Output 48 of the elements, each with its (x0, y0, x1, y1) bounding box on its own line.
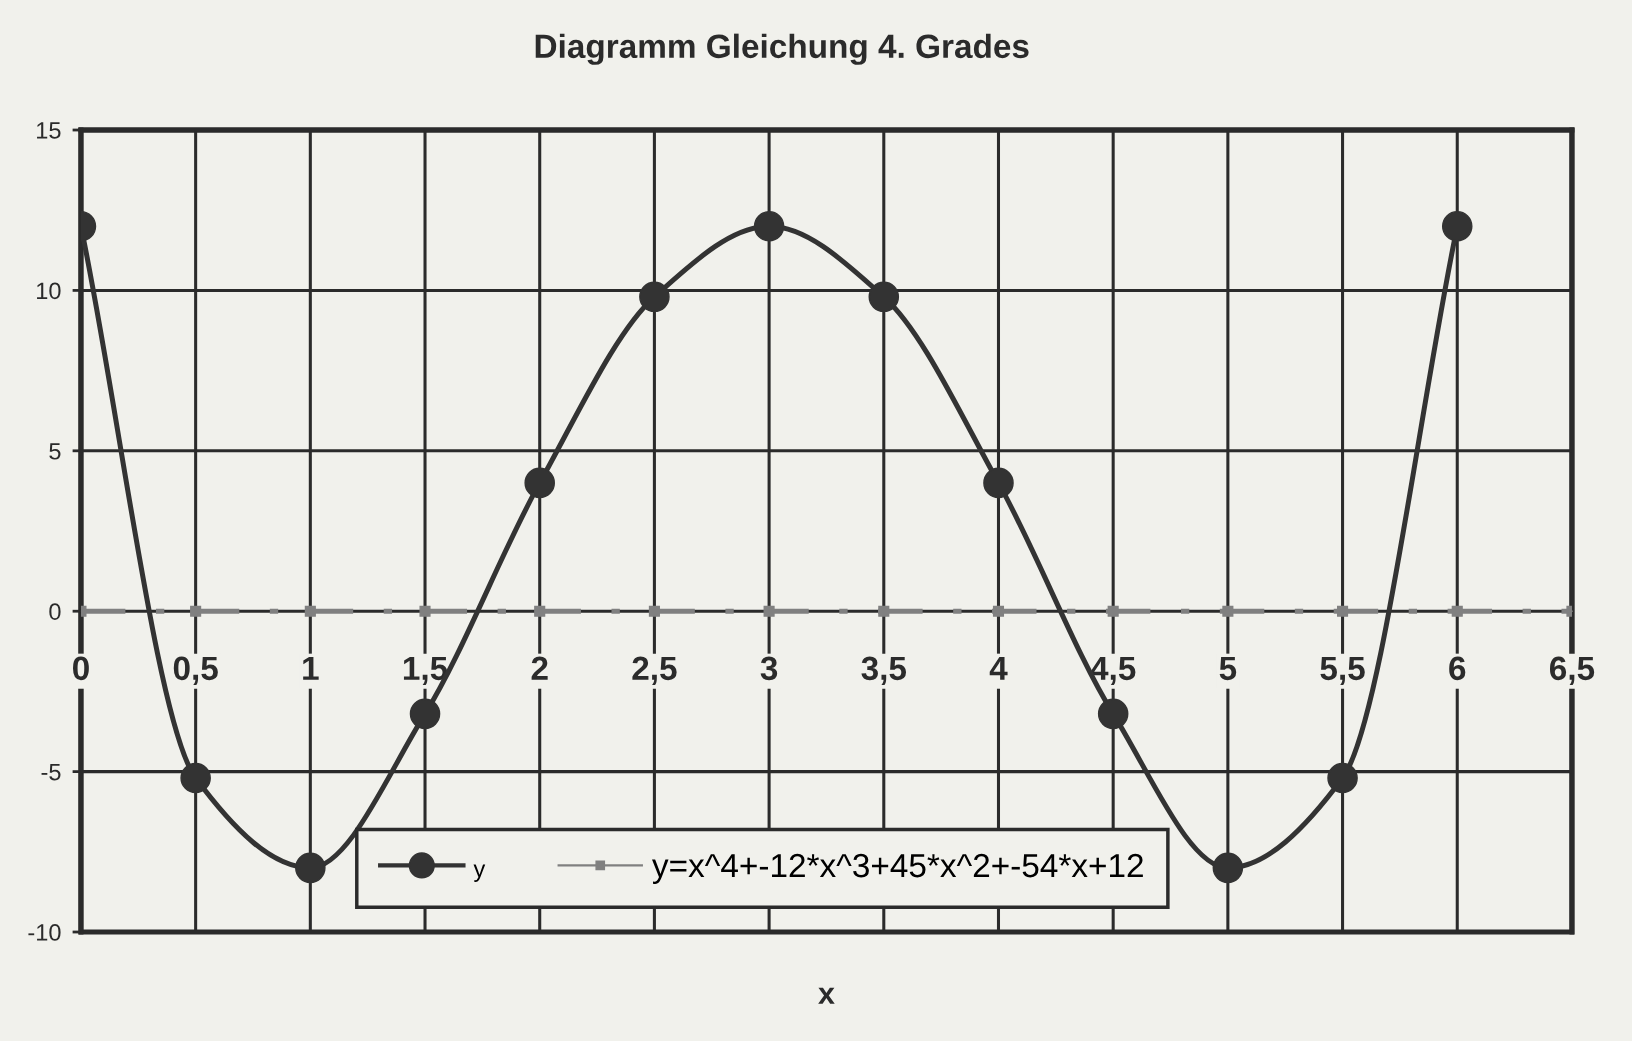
point (1097, 698, 1129, 730)
x-tick-label: 2 (531, 656, 548, 680)
point (304, 605, 316, 617)
point (1337, 605, 1349, 617)
x-tick-label: 5,5 (1320, 656, 1365, 685)
point (878, 605, 890, 617)
point (992, 605, 1005, 617)
x-tick-label: 0,5 (173, 656, 218, 685)
point (1107, 605, 1119, 617)
x-tick-label: 3,5 (861, 656, 907, 685)
point (639, 281, 670, 313)
point (180, 762, 211, 794)
y-tick-label: 0 (49, 603, 61, 620)
point (648, 605, 660, 617)
point (1441, 210, 1473, 242)
x-axis-title: x (818, 987, 835, 1004)
y-tick-label: 15 (37, 122, 61, 139)
x-tick-label: 3 (760, 656, 778, 681)
x-tick-label: 6,5 (1549, 656, 1595, 685)
point (524, 467, 555, 499)
point (1451, 605, 1463, 617)
x-tick-label: 1,5 (403, 656, 448, 685)
point (419, 605, 431, 617)
x-tick-label: 6 (1449, 656, 1466, 681)
point (409, 698, 441, 730)
x-tick-label: 1 (303, 656, 319, 680)
point (753, 210, 785, 242)
point (868, 281, 900, 313)
x-tick-label: 0 (73, 656, 89, 681)
point (763, 605, 775, 617)
x-tick-label: 5 (1219, 656, 1237, 681)
x-tick-label: 4,5 (1090, 656, 1136, 685)
point (190, 605, 202, 617)
point (1212, 852, 1244, 884)
chart-title: Diagramm Gleichung 4. Grades (535, 33, 1029, 65)
x-tick-label: 2,5 (632, 656, 677, 685)
y-tick-label: 10 (37, 282, 61, 300)
point (1222, 605, 1234, 617)
y-tick-label: -5 (41, 763, 61, 781)
legend-label: y=x^4+-12*x^3+45*x^2+-54*x+12 (652, 853, 1143, 884)
legend-label: y (473, 864, 486, 882)
y-tick-label: -10 (28, 924, 61, 941)
point (1327, 762, 1358, 794)
point (295, 852, 326, 884)
y-tick-label: 5 (49, 443, 61, 460)
point (983, 467, 1014, 499)
point (534, 605, 546, 617)
x-tick-label: 4 (989, 656, 1008, 680)
